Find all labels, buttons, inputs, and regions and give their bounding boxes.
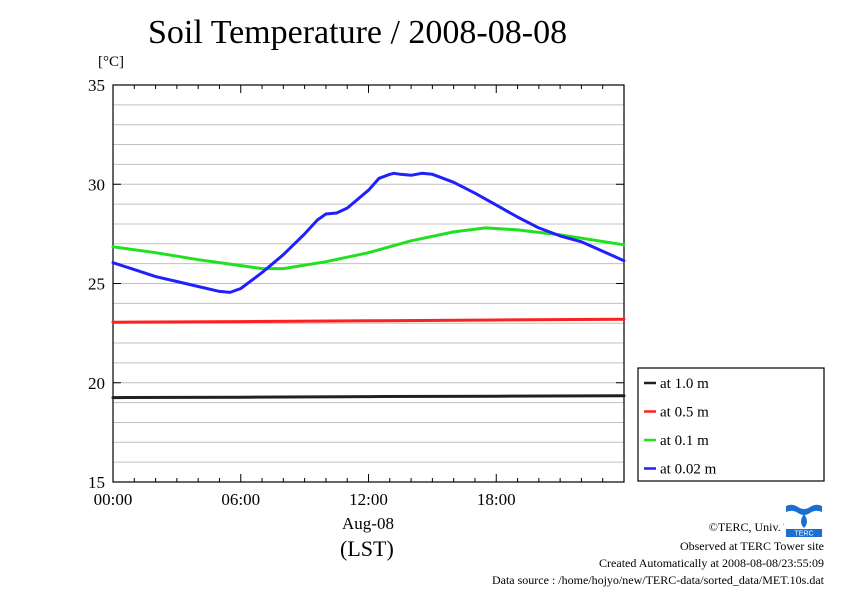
- legend-label: at 1.0 m: [660, 376, 709, 392]
- terc-logo-icon: TERC: [784, 502, 824, 538]
- y-tick-label: 15: [88, 473, 105, 492]
- series-line: [111, 394, 626, 400]
- legend-label: at 0.1 m: [660, 433, 709, 449]
- created-text: Created Automatically at 2008-08-08/23:5…: [599, 556, 824, 570]
- y-tick-label: 25: [88, 275, 105, 294]
- observed-text: Observed at TERC Tower site: [679, 539, 824, 553]
- series-line: [111, 171, 626, 294]
- date-label: Aug-08: [342, 514, 394, 533]
- x-tick-label: 12:00: [349, 490, 388, 509]
- x-axis-label: (LST): [340, 536, 394, 561]
- y-tick-label: 30: [88, 175, 105, 194]
- series-line: [111, 226, 626, 271]
- data-source-text: Data source : /home/hojyo/new/TERC-data/…: [491, 573, 824, 587]
- x-tick-label: 18:00: [477, 490, 516, 509]
- legend-box: [637, 367, 825, 482]
- y-axis-unit-label: [°C]: [98, 54, 124, 70]
- legend-label: at 0.5 m: [660, 405, 709, 421]
- logo-text: TERC: [794, 531, 813, 538]
- chart-title: Soil Temperature / 2008-08-08: [148, 14, 568, 51]
- y-tick-label: 35: [88, 76, 105, 95]
- series-line: [111, 317, 626, 324]
- x-tick-label: 00:00: [94, 490, 133, 509]
- legend-label: at 0.02 m: [660, 462, 717, 478]
- y-tick-label: 20: [88, 374, 105, 393]
- x-tick-label: 06:00: [221, 490, 260, 509]
